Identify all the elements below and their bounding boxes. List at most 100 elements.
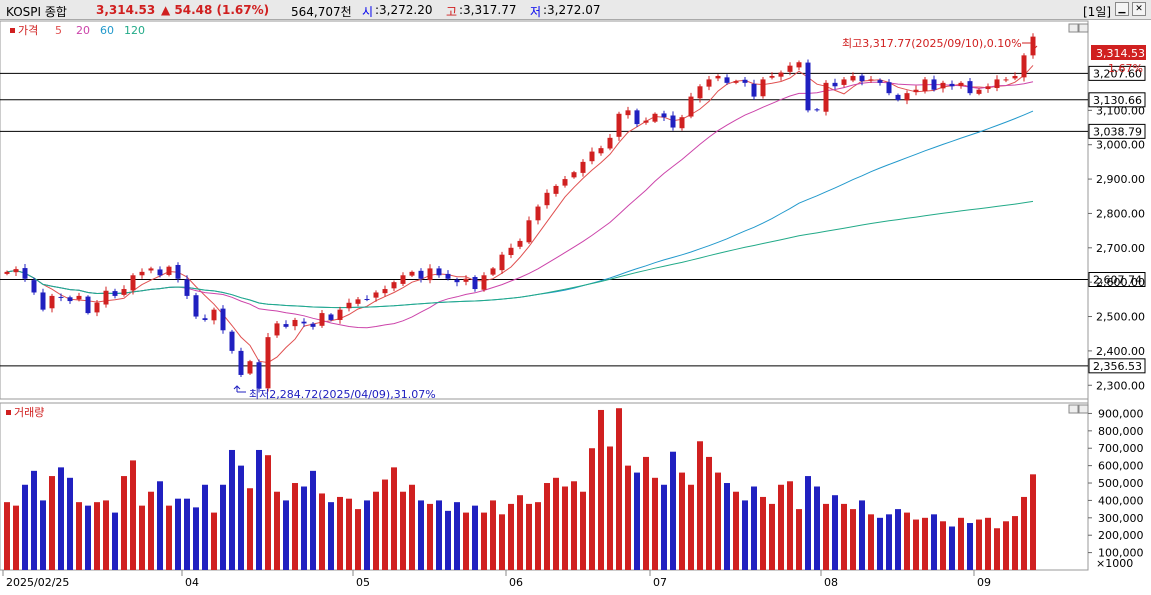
legend-marker-price	[10, 28, 15, 33]
volume-bar-72	[652, 477, 658, 570]
candle-body-102	[922, 79, 928, 92]
candle-body-19	[175, 264, 181, 279]
volume-bar-100	[904, 512, 910, 570]
candle-body-11	[103, 290, 109, 305]
volume-bar-31	[283, 500, 289, 570]
candle-body-6	[58, 296, 64, 298]
min-annotation: 최저2,284.72(2025/04/09),31.07%	[249, 388, 436, 401]
volume-bar-47	[427, 503, 433, 570]
candle-body-86	[778, 72, 784, 77]
volume-bar-7	[67, 477, 73, 570]
candle-body-17	[157, 269, 163, 276]
month-label-1: 04	[185, 576, 199, 589]
volume-legend: 거래량	[14, 406, 44, 419]
candle-body-16	[148, 268, 154, 271]
volume-bar-33	[301, 486, 307, 570]
price-y-axis: 2,300.00 2,400.00 2,500.00 2,600.00 2,700.00…	[1088, 104, 1145, 392]
volume-bar-77	[697, 441, 703, 570]
level-tag-4	[1088, 358, 1146, 374]
volume-bar-34	[310, 470, 316, 570]
legend-price: 가격	[18, 24, 38, 37]
month-label-5: 08	[824, 576, 838, 589]
candle-body-29	[265, 337, 271, 389]
price-panel-minimize-icon[interactable]	[1068, 23, 1079, 33]
candle-body-65	[589, 151, 595, 162]
candle-body-18	[166, 266, 172, 275]
volume-bar-74	[670, 451, 676, 570]
date-x-axis: 2025/02/25 04 05 06 07 08 09	[2, 570, 991, 589]
low-price: :3,272.07	[543, 3, 601, 17]
volume-bar-103	[931, 514, 937, 570]
volume-bar-29	[265, 455, 271, 570]
candle-body-74	[670, 115, 676, 128]
volume-bar-23	[211, 512, 217, 570]
volume-bar-96	[868, 514, 874, 570]
symbol-name[interactable]: KOSPI 종합	[6, 5, 67, 19]
price-panel-close-icon[interactable]	[1078, 23, 1089, 33]
candle-body-2	[22, 268, 28, 279]
volume-bar-38	[346, 498, 352, 570]
candle-body-75	[679, 117, 685, 129]
high-price: :3,317.77	[459, 3, 517, 17]
level-tag-text-2: 3,038.79	[1093, 125, 1142, 138]
candle-body-77	[697, 86, 703, 99]
candle-body-78	[706, 79, 712, 87]
candle-body-105	[949, 83, 955, 87]
candle-body-98	[886, 82, 892, 94]
panel-buttons[interactable]	[1068, 23, 1089, 414]
candle-body-106	[958, 82, 964, 86]
candle-body-40	[364, 299, 370, 301]
volume-panel-minimize-icon[interactable]	[1068, 404, 1079, 414]
candle-body-93	[841, 79, 847, 85]
candle-body-80	[724, 77, 730, 83]
volume-bar-39	[355, 509, 361, 570]
volume-bar-9	[85, 505, 91, 570]
candle-body-10	[94, 302, 100, 313]
volume-bar-17	[157, 481, 163, 570]
volume-bar-28	[256, 449, 262, 570]
candle-body-50	[454, 279, 460, 283]
price-tick-label-8: 3,100.00	[1096, 104, 1145, 117]
volume-panel-close-icon[interactable]	[1078, 404, 1089, 414]
volume-bar-64	[580, 491, 586, 570]
candle-body-89	[805, 62, 811, 111]
close-icon[interactable]: ✕	[1132, 2, 1146, 16]
candle-body-55	[499, 254, 505, 271]
chart-canvas[interactable]: 가격 5 20 60 120 거래량 3,207.60 3,130.66 3,038…	[0, 20, 1151, 595]
candle-body-32	[292, 319, 298, 327]
volume-bar-86	[778, 484, 784, 570]
candle-body-103	[931, 79, 937, 90]
chart-header: KOSPI 종합 3,314.53 ▲ 54.48 (1.67%) 564,70…	[0, 0, 1151, 20]
candle-body-37	[337, 309, 343, 320]
legend-ma20: 20	[76, 24, 90, 37]
candle-body-110	[994, 79, 1000, 89]
candle-body-52	[472, 277, 478, 290]
candle-body-87	[787, 65, 793, 72]
candle-body-62	[562, 179, 568, 186]
volume-bar-14	[130, 460, 136, 570]
volume-bar-19	[175, 498, 181, 570]
candle-body-94	[850, 75, 856, 81]
candle-body-7	[67, 297, 73, 302]
volume-bar-92	[832, 495, 838, 570]
candle-body-22	[202, 318, 208, 320]
volume-bar-91	[823, 503, 829, 570]
candle-body-114	[1030, 36, 1036, 56]
candle-body-53	[481, 275, 487, 290]
candle-body-15	[139, 271, 145, 276]
level-tag-text-0: 3,207.60	[1093, 67, 1142, 80]
volume-bar-51	[463, 512, 469, 570]
volume-bar-45	[409, 484, 415, 570]
candle-body-70	[634, 110, 640, 125]
period-selector[interactable]: [1일]	[1083, 5, 1112, 19]
price-panel[interactable]	[0, 20, 1089, 400]
candle-body-111	[1003, 79, 1009, 81]
volume-tick-label-5: 600,000	[1098, 460, 1144, 473]
minimize-icon[interactable]: ▁	[1115, 2, 1129, 16]
volume-bar-65	[589, 448, 595, 570]
volume-bar-113	[1021, 496, 1027, 570]
volume-bar-71	[643, 456, 649, 570]
legend-ma120: 120	[124, 24, 145, 37]
volume-bar-12	[112, 512, 118, 570]
volume-bar-24	[220, 484, 226, 570]
